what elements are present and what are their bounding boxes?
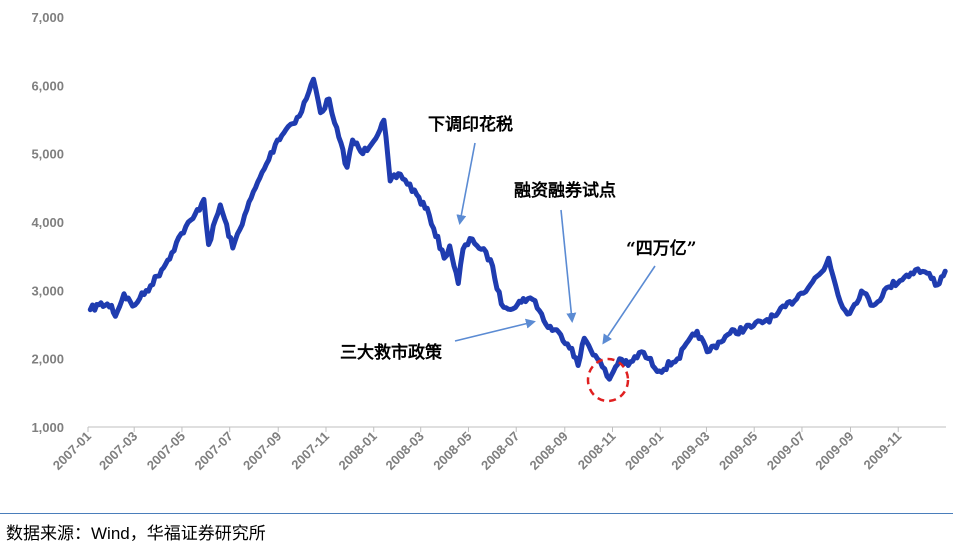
annotation-arrow xyxy=(602,265,656,345)
x-tick-label: 2008-11 xyxy=(575,429,619,473)
annotation-four-trillion: “四万亿” xyxy=(626,238,697,259)
y-tick-label: 2,000 xyxy=(31,352,64,367)
source-note: 数据来源：Wind，华福证券研究所 xyxy=(6,524,266,543)
x-tick-label: 2009-07 xyxy=(764,429,808,473)
annotation-arrow xyxy=(560,209,577,323)
x-tick-label: 2007-03 xyxy=(96,429,140,473)
x-tick-label: 2008-05 xyxy=(430,429,474,473)
x-tick-label: 2007-07 xyxy=(191,429,235,473)
x-tick-label: 2008-09 xyxy=(527,429,571,473)
chart: 1,000 2,000 3,000 4,000 5,000 6,000 7,000 2007… xyxy=(31,10,948,473)
x-tick-label: 2009-01 xyxy=(622,429,666,473)
y-tick-label: 4,000 xyxy=(31,215,64,230)
y-tick-label: 1,000 xyxy=(31,420,64,435)
y-tick-label: 7,000 xyxy=(31,10,64,25)
index-line xyxy=(87,76,948,382)
annotation-stamp-duty: 下调印花税 xyxy=(428,114,513,135)
x-tick-label: 2007-09 xyxy=(240,429,284,473)
x-tick-label: 2008-07 xyxy=(478,429,522,473)
x-tick-label: 2007-11 xyxy=(288,429,332,473)
x-tick-label: 2007-05 xyxy=(144,429,188,473)
y-axis-ticks: 1,000 2,000 3,000 4,000 5,000 6,000 7,000 xyxy=(31,10,64,435)
y-tick-label: 3,000 xyxy=(31,283,64,298)
annotation-margin-trading: 融资融券试点 xyxy=(514,180,616,201)
x-tick-label: 2007-01 xyxy=(50,429,94,473)
x-tick-label: 2008-01 xyxy=(336,429,380,473)
x-tick-label: 2009-11 xyxy=(861,429,905,473)
x-tick-label: 2008-03 xyxy=(382,429,426,473)
x-axis-ticks: 2007-01 2007-03 2007-05 2007-07 2007-09 2007-… xyxy=(50,427,905,473)
x-tick-label: 2009-05 xyxy=(716,429,760,473)
source-divider xyxy=(0,513,953,514)
annotation-rescue-policy: 三大救市政策 xyxy=(340,342,443,363)
x-tick-label: 2009-09 xyxy=(812,429,856,473)
annotation-arrow xyxy=(454,318,536,342)
y-tick-label: 5,000 xyxy=(31,147,64,162)
x-tick-label: 2009-03 xyxy=(668,429,712,473)
highlight-circle xyxy=(586,357,630,403)
y-tick-label: 6,000 xyxy=(31,78,64,93)
annotation-arrow xyxy=(456,142,476,225)
